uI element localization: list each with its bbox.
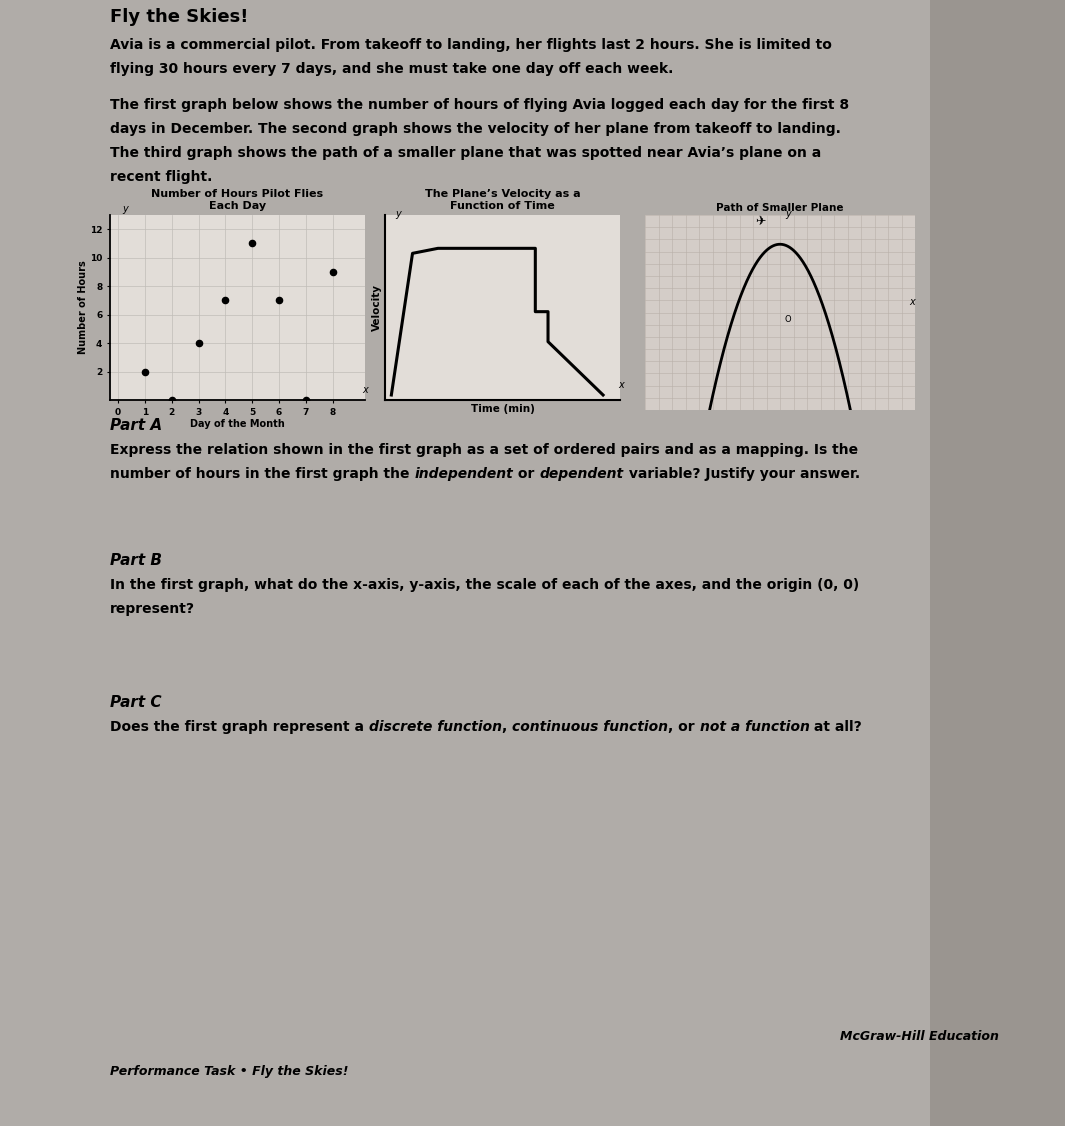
Y-axis label: Velocity: Velocity	[373, 284, 382, 331]
Text: McGraw-Hill Education: McGraw-Hill Education	[840, 1030, 999, 1043]
Text: represent?: represent?	[110, 602, 195, 616]
Point	[190, 334, 207, 352]
Point	[297, 391, 314, 409]
Point	[271, 292, 288, 310]
Point	[163, 391, 180, 409]
Text: not a function: not a function	[700, 720, 809, 734]
Text: Does the first graph represent a: Does the first graph represent a	[110, 720, 368, 734]
Point	[136, 363, 153, 381]
Text: Part B: Part B	[110, 553, 162, 568]
Text: , or: , or	[668, 720, 700, 734]
Text: x: x	[910, 297, 915, 307]
Point	[244, 234, 261, 252]
Title: The Plane’s Velocity as a
Function of Time: The Plane’s Velocity as a Function of Ti…	[425, 189, 580, 212]
Text: ,: ,	[502, 720, 512, 734]
Text: Express the relation shown in the first graph as a set of ordered pairs and as a: Express the relation shown in the first …	[110, 443, 858, 457]
Text: x: x	[362, 385, 368, 395]
Text: flying 30 hours every 7 days, and she must take one day off each week.: flying 30 hours every 7 days, and she mu…	[110, 62, 673, 75]
Text: O: O	[784, 315, 790, 324]
Text: y: y	[395, 208, 402, 218]
Bar	[930, 0, 1065, 1126]
Title: Path of Smaller Plane: Path of Smaller Plane	[717, 203, 843, 213]
Text: independent: independent	[414, 467, 513, 481]
Text: continuous function: continuous function	[512, 720, 668, 734]
Text: at all?: at all?	[809, 720, 863, 734]
Text: dependent: dependent	[539, 467, 623, 481]
Text: Part C: Part C	[110, 695, 162, 711]
Text: number of hours in the first graph the: number of hours in the first graph the	[110, 467, 414, 481]
Text: discrete function: discrete function	[368, 720, 502, 734]
Text: Fly the Skies!: Fly the Skies!	[110, 8, 248, 26]
Text: ✈: ✈	[756, 215, 766, 227]
Text: y: y	[785, 209, 791, 220]
Text: Part A: Part A	[110, 418, 162, 434]
Text: The third graph shows the path of a smaller plane that was spotted near Avia’s p: The third graph shows the path of a smal…	[110, 146, 821, 160]
Text: recent flight.: recent flight.	[110, 170, 212, 184]
Text: variable? Justify your answer.: variable? Justify your answer.	[623, 467, 859, 481]
Title: Number of Hours Pilot Flies
Each Day: Number of Hours Pilot Flies Each Day	[151, 189, 324, 212]
X-axis label: Time (min): Time (min)	[471, 404, 535, 414]
Y-axis label: Number of Hours: Number of Hours	[79, 260, 88, 355]
Point	[217, 292, 234, 310]
Text: days in December. The second graph shows the velocity of her plane from takeoff : days in December. The second graph shows…	[110, 122, 841, 136]
Text: In the first graph, what do the x-axis, y-axis, the scale of each of the axes, a: In the first graph, what do the x-axis, …	[110, 578, 859, 592]
Text: Performance Task • Fly the Skies!: Performance Task • Fly the Skies!	[110, 1065, 348, 1078]
Text: The first graph below shows the number of hours of flying Avia logged each day f: The first graph below shows the number o…	[110, 98, 849, 111]
Text: y: y	[122, 204, 128, 214]
X-axis label: Day of the Month: Day of the Month	[191, 419, 284, 429]
Text: x: x	[618, 381, 624, 391]
Point	[324, 262, 341, 280]
Text: or: or	[513, 467, 539, 481]
Text: Avia is a commercial pilot. From takeoff to landing, her flights last 2 hours. S: Avia is a commercial pilot. From takeoff…	[110, 38, 832, 52]
